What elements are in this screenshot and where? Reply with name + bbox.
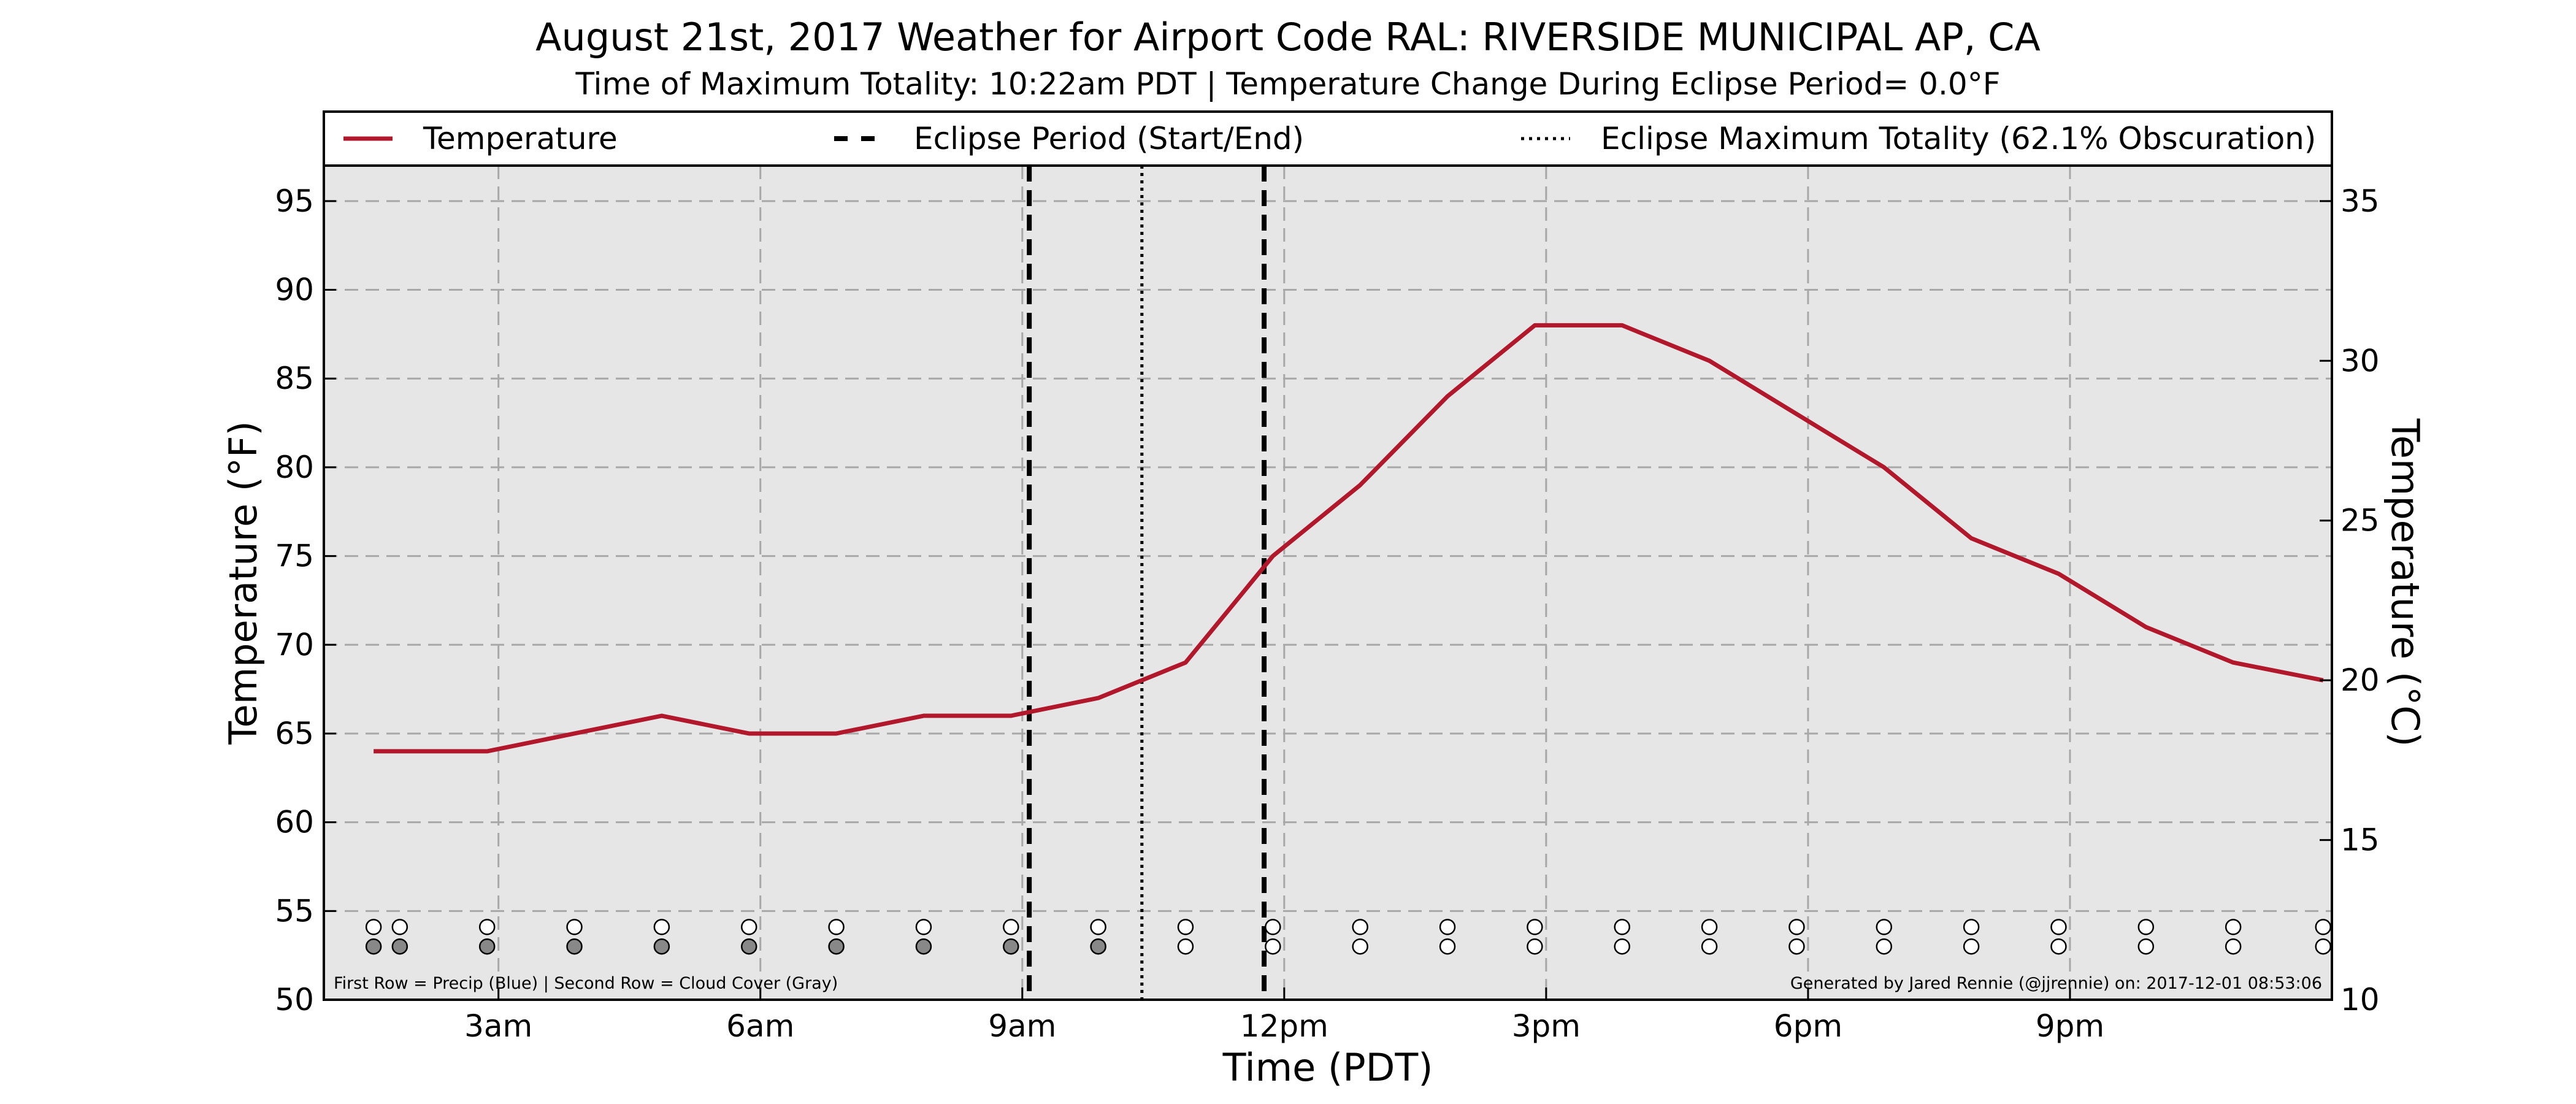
footnote-left: First Row = Precip (Blue) | Second Row =… (334, 974, 838, 993)
precip-marker (1701, 919, 1718, 935)
cloud-marker (653, 938, 670, 955)
x-tick-label: 6pm (1774, 1008, 1842, 1044)
precip-marker (2315, 919, 2332, 935)
y-tick-label: 90 (275, 272, 314, 308)
legend-label: Eclipse Maximum Totality (62.1% Obscurat… (1601, 121, 2316, 156)
y-tick-label: 65 (275, 716, 314, 751)
y-tick-label: 60 (275, 805, 314, 840)
y-tick-label: 95 (275, 183, 314, 219)
legend-label: Temperature (423, 121, 618, 156)
x-tick-label: 6am (726, 1008, 794, 1044)
precip-marker (1788, 919, 1805, 935)
precip-marker (1439, 919, 1456, 935)
cloud-marker (1527, 938, 1543, 955)
cloud-marker (365, 938, 382, 955)
cloud-marker (2137, 938, 2155, 955)
plot-background (324, 166, 2332, 1000)
y-right-tick-label: 30 (2340, 343, 2380, 378)
precip-marker (365, 919, 382, 935)
cloud-marker (1963, 938, 1980, 955)
y-tick-label: 55 (275, 893, 314, 929)
cloud-marker (1003, 938, 1019, 955)
cloud-marker (1177, 938, 1194, 955)
footnote-right: Generated by Jared Rennie (@jjrennie) on… (1790, 974, 2322, 993)
precip-marker (478, 919, 496, 935)
precip-marker (1352, 919, 1368, 935)
precip-marker (915, 919, 932, 935)
precip-marker (2050, 919, 2067, 935)
cloud-marker (1265, 938, 1281, 955)
cloud-marker (1614, 938, 1630, 955)
cloud-marker (2225, 938, 2242, 955)
precip-marker (2137, 919, 2155, 935)
y-tick-label: 50 (275, 982, 314, 1018)
precip-marker (1090, 919, 1106, 935)
precip-marker (1876, 919, 1893, 935)
precip-marker (1177, 919, 1194, 935)
x-tick-label: 9am (988, 1008, 1056, 1044)
precip-marker (1265, 919, 1281, 935)
y-right-tick-label: 20 (2340, 662, 2380, 698)
cloud-marker (1876, 938, 1893, 955)
cloud-marker (1788, 938, 1805, 955)
y-tick-label: 70 (275, 627, 314, 662)
y-right-tick-label: 15 (2340, 822, 2380, 858)
precip-marker (2225, 919, 2242, 935)
y-tick-label: 85 (275, 361, 314, 396)
cloud-marker (1352, 938, 1368, 955)
precip-marker (1527, 919, 1543, 935)
chart-title: August 21st, 2017 Weather for Airport Co… (535, 15, 2041, 59)
cloud-marker (1090, 938, 1106, 955)
legend-box (323, 110, 2333, 167)
temperature-line (374, 323, 2324, 754)
x-axis-label: Time (PDT) (1222, 1045, 1433, 1090)
cloud-marker (740, 938, 757, 955)
chart-subtitle: Time of Maximum Totality: 10:22am PDT | … (575, 66, 2001, 102)
legend-label: Eclipse Period (Start/End) (914, 121, 1304, 156)
y-right-tick-label: 35 (2340, 183, 2380, 219)
cloud-marker (1701, 938, 1718, 955)
precip-marker (566, 919, 583, 935)
cloud-marker (478, 938, 496, 955)
precip-marker (391, 919, 408, 935)
y-right-tick-label: 25 (2340, 503, 2380, 539)
x-tick-label: 12pm (1240, 1008, 1328, 1044)
y-axis-label-right: Temperature (°C) (2383, 418, 2428, 746)
cloud-marker (2050, 938, 2067, 955)
x-tick-label: 3am (464, 1008, 532, 1044)
cloud-marker (828, 938, 845, 955)
precip-marker (653, 919, 670, 935)
precip-marker (740, 919, 757, 935)
x-tick-label: 9pm (2036, 1008, 2104, 1044)
precip-marker (1003, 919, 1019, 935)
cloud-marker (2315, 938, 2332, 955)
x-tick-label: 3pm (1512, 1008, 1581, 1044)
cloud-marker (915, 938, 932, 955)
y-tick-label: 75 (275, 539, 314, 574)
precip-marker (828, 919, 845, 935)
y-tick-label: 80 (275, 450, 314, 485)
precip-marker (1963, 919, 1980, 935)
y-axis-label: Temperature (°F) (221, 421, 266, 745)
cloud-marker (391, 938, 408, 955)
cloud-marker (566, 938, 583, 955)
cloud-marker (1439, 938, 1456, 955)
y-right-tick-label: 10 (2340, 982, 2380, 1018)
precip-marker (1614, 919, 1630, 935)
